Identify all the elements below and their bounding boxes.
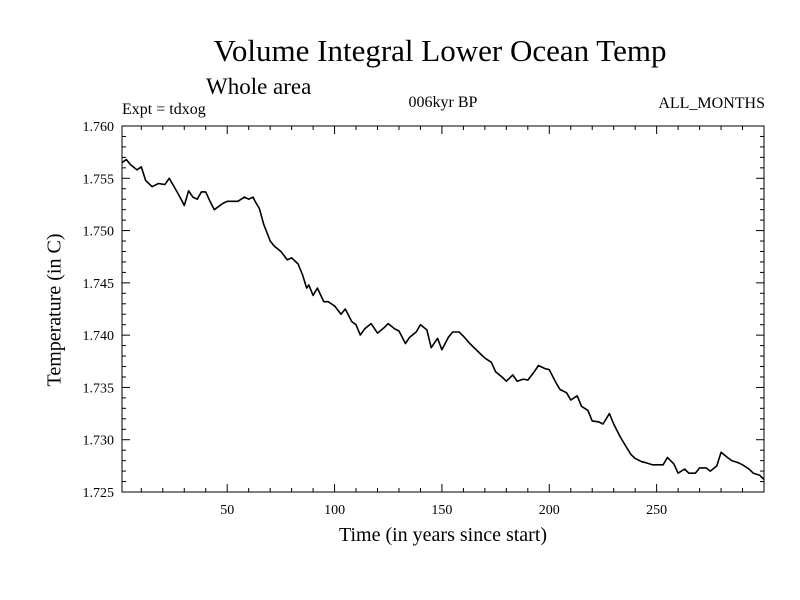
y-tick-label-7: 1.760 bbox=[83, 120, 115, 135]
y-tick-label-3: 1.740 bbox=[83, 329, 115, 344]
x-tick-label-3: 200 bbox=[539, 503, 560, 518]
temperature-series-line bbox=[121, 158, 765, 481]
period-label: 006kyr BP bbox=[408, 94, 478, 111]
x-tick-label-4: 250 bbox=[646, 503, 667, 518]
x-tick-label-0: 50 bbox=[220, 503, 234, 518]
x-tick-label-1: 100 bbox=[324, 503, 345, 518]
chart-title: Volume Integral Lower Ocean Temp bbox=[213, 33, 667, 68]
months-label: ALL_MONTHS bbox=[658, 95, 765, 112]
x-axis-label: Time (in years since start) bbox=[338, 524, 548, 546]
y-tick-label-2: 1.735 bbox=[83, 381, 115, 396]
experiment-label: Expt = tdxog bbox=[122, 101, 206, 118]
tick-labels: 50 100 150 200 250 1.725 1.730 1.735 1.740 1.745 1… bbox=[83, 120, 668, 518]
chart-subtitle: Whole area bbox=[206, 74, 312, 99]
y-tick-label-6: 1.755 bbox=[83, 172, 115, 187]
tick-marks bbox=[122, 126, 764, 492]
y-tick-label-4: 1.745 bbox=[83, 277, 115, 292]
y-tick-label-1: 1.730 bbox=[83, 434, 115, 449]
x-tick-label-2: 150 bbox=[431, 503, 452, 518]
y-tick-label-0: 1.725 bbox=[83, 486, 115, 501]
plot-frame bbox=[121, 125, 765, 493]
y-tick-label-5: 1.750 bbox=[83, 225, 115, 240]
